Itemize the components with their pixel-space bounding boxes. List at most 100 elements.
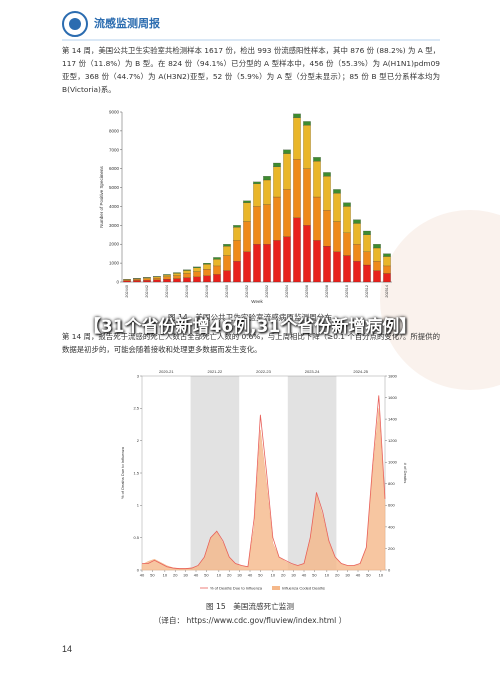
page-number: 14 bbox=[62, 644, 72, 654]
bar-segment bbox=[143, 277, 151, 279]
bar-segment bbox=[163, 279, 171, 283]
x-tick-label: 202504 bbox=[285, 285, 289, 298]
bar-segment bbox=[233, 227, 241, 241]
bar-segment bbox=[193, 271, 201, 278]
x-tick-label: 202444 bbox=[165, 285, 169, 298]
bar-segment bbox=[323, 176, 331, 211]
bar-segment bbox=[303, 125, 311, 169]
bar-segment bbox=[373, 270, 381, 283]
bar-segment bbox=[353, 261, 361, 283]
y-tick-label: 9000 bbox=[109, 110, 120, 115]
x-tick-label: 202502 bbox=[265, 285, 269, 298]
x-tick-label: 202508 bbox=[325, 285, 329, 298]
bar-segment bbox=[153, 279, 161, 283]
bar-segment bbox=[263, 244, 271, 283]
logo bbox=[62, 11, 88, 37]
bar-segment bbox=[373, 261, 381, 271]
bar-segment bbox=[153, 277, 161, 281]
y-tick-label: 0.5 bbox=[133, 535, 139, 540]
x-tick-label: 202506 bbox=[305, 285, 309, 298]
bar-segment bbox=[313, 240, 321, 283]
bar-segment bbox=[323, 210, 331, 247]
bar-segment bbox=[353, 223, 361, 245]
caption: 图 15 美国流感死亡监测 bbox=[205, 602, 294, 611]
bar-segment bbox=[313, 157, 321, 162]
bar-segment bbox=[323, 172, 331, 177]
bar-segment bbox=[293, 159, 301, 218]
decoration bbox=[380, 210, 500, 390]
bar-segment bbox=[313, 161, 321, 198]
bar-segment bbox=[133, 279, 141, 281]
y2-tick-label: 200 bbox=[388, 546, 395, 551]
y-tick-label: 1.5 bbox=[133, 470, 139, 475]
bar-segment bbox=[373, 247, 381, 262]
bar-segment bbox=[183, 269, 191, 271]
figure-15: 2020-21 2021-22 2022-23 2023-24 2024-25 0 0.5 1… bbox=[120, 369, 408, 591]
bar-segment bbox=[243, 200, 251, 203]
x-tick-label: 50 bbox=[150, 573, 155, 578]
x-tick-label: 202510 bbox=[345, 285, 349, 298]
bar-segment bbox=[153, 276, 161, 279]
bar-segment bbox=[283, 236, 291, 283]
y-tick-label: 0 bbox=[137, 567, 140, 572]
bar-segment bbox=[273, 162, 281, 167]
bar-segment bbox=[203, 264, 211, 270]
bar-segment bbox=[223, 244, 231, 247]
bar-segment bbox=[273, 196, 281, 241]
x-tick-label: 30 bbox=[291, 573, 296, 578]
x-tick-label: 50 bbox=[204, 573, 209, 578]
bar-segment bbox=[233, 240, 241, 262]
x-tick-label: 20 bbox=[281, 573, 286, 578]
bar-segment bbox=[203, 263, 211, 265]
bar-segment bbox=[333, 189, 341, 194]
legend-label: Influenza Coded Deaths bbox=[282, 586, 325, 591]
bar-segment bbox=[253, 181, 261, 184]
bar-segment bbox=[263, 204, 271, 245]
bar-segment bbox=[213, 259, 221, 267]
bar-segment bbox=[203, 269, 211, 276]
bar-segment bbox=[193, 267, 201, 272]
x-tick-label: 202512 bbox=[365, 285, 369, 298]
bar-segment bbox=[293, 113, 301, 118]
bar-segment bbox=[173, 272, 181, 274]
x-tick-label: 40 bbox=[140, 573, 145, 578]
bar-segment bbox=[313, 196, 321, 241]
bar-segment bbox=[193, 266, 201, 268]
x-tick-label: 30 bbox=[345, 573, 350, 578]
bar-segment bbox=[363, 234, 371, 252]
bar-segment bbox=[383, 256, 391, 267]
x-tick-label: 10 bbox=[217, 573, 222, 578]
bar-segment bbox=[233, 225, 241, 228]
bar-segment bbox=[303, 121, 311, 126]
x-tick-label: 20 bbox=[173, 573, 178, 578]
x-tick-label: 30 bbox=[237, 573, 242, 578]
bar-segment bbox=[283, 189, 291, 237]
bar-segment bbox=[213, 257, 221, 260]
y-tick-label: 2.5 bbox=[133, 406, 139, 411]
x-tick-label: 10 bbox=[271, 573, 276, 578]
x-tick-label: 202514 bbox=[385, 285, 389, 298]
x-tick-label: 50 bbox=[366, 573, 371, 578]
y-tick-label: 3 bbox=[137, 373, 140, 378]
y2-tick-label: 0 bbox=[388, 567, 391, 572]
bar-segment bbox=[133, 280, 141, 283]
bar-segment bbox=[223, 270, 231, 283]
x-tick-label: 10 bbox=[163, 573, 168, 578]
bar-segment bbox=[383, 273, 391, 283]
x-tick-label: 202448 bbox=[205, 285, 209, 298]
y2-tick-label: 600 bbox=[388, 503, 395, 508]
x-tick-label: 30 bbox=[183, 573, 188, 578]
bar-segment bbox=[243, 202, 251, 222]
bar-segment bbox=[343, 202, 351, 207]
bar-segment bbox=[343, 255, 351, 283]
y-tick-label: 6000 bbox=[109, 166, 120, 171]
bar-segment bbox=[143, 280, 151, 283]
y2-tick-label: 1800 bbox=[388, 373, 398, 378]
bar-segment bbox=[333, 221, 341, 252]
y-axis-label: % of Deaths Due to Influenza bbox=[120, 446, 125, 499]
caption: 图 14 美国公共卫生实验室流感病原监测周分布 bbox=[168, 313, 332, 322]
season-label: 2020-21 bbox=[159, 369, 174, 374]
y2-axis-label: # of Deaths bbox=[403, 463, 408, 483]
bar-segment bbox=[203, 275, 211, 283]
y2-tick-label: 1600 bbox=[388, 395, 398, 400]
